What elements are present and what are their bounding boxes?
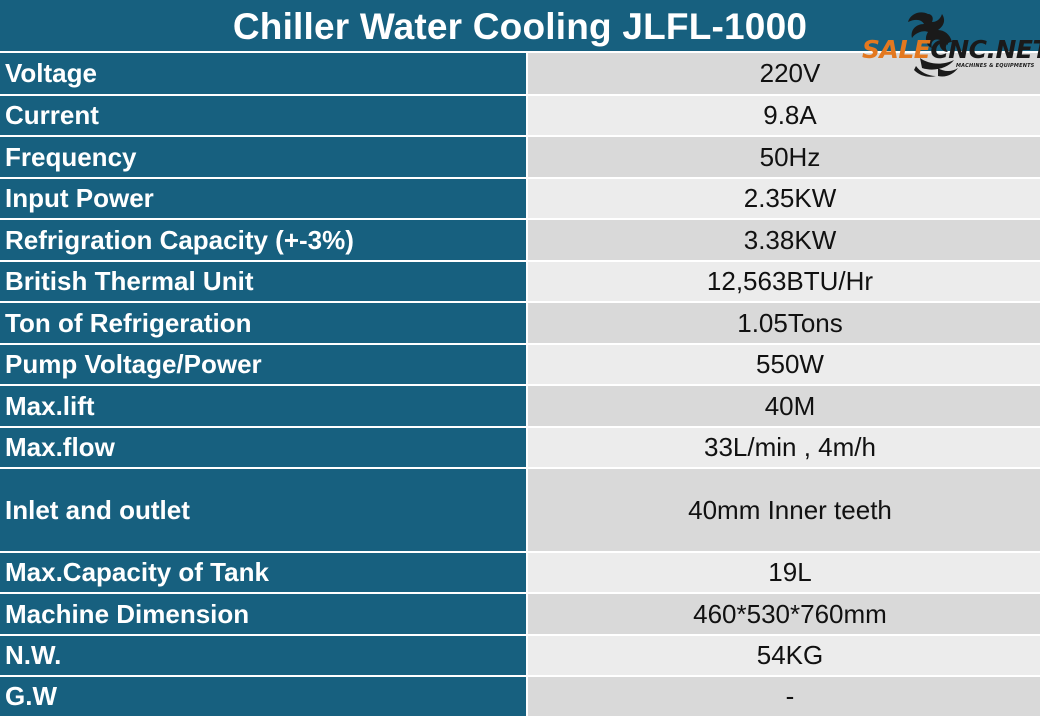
- spec-value: 460*530*760mm: [527, 593, 1040, 636]
- spec-label: Current: [0, 95, 528, 137]
- logo-wordmark: SALECNC.NET: [862, 35, 1040, 64]
- title-bar: Chiller Water Cooling JLFL-1000: [0, 0, 1040, 53]
- table-row: Input Power 2.35KW: [0, 178, 1040, 220]
- table-row: Ton of Refrigeration 1.05Tons: [0, 302, 1040, 345]
- table-row: Inlet and outlet 40mm Inner teeth: [0, 468, 1040, 553]
- spec-value: 3.38KW: [527, 219, 1040, 262]
- table-row: Current 9.8A: [0, 95, 1040, 137]
- spec-label: Refrigration Capacity (+-3%): [0, 219, 528, 262]
- spec-label: Voltage: [0, 53, 528, 96]
- spec-label: British Thermal Unit: [0, 261, 528, 303]
- spec-value: 550W: [527, 344, 1040, 386]
- spec-value: 54KG: [527, 635, 1040, 677]
- spec-value: 19L: [527, 552, 1040, 594]
- table-row: Voltage 220V: [0, 53, 1040, 96]
- table-row: Max.flow 33L/min , 4m/h: [0, 427, 1040, 469]
- spec-label: Max.flow: [0, 427, 528, 469]
- brand-logo: SALECNC.NET MACHINES & EQUIPMENTS: [858, 8, 1040, 86]
- spec-value: 33L/min , 4m/h: [527, 427, 1040, 469]
- spec-value: -: [527, 676, 1040, 718]
- spec-value: 12,563BTU/Hr: [527, 261, 1040, 303]
- logo-tagline: MACHINES & EQUIPMENTS: [956, 63, 1035, 69]
- spec-label: Frequency: [0, 136, 528, 179]
- table-row: Max.lift 40M: [0, 385, 1040, 428]
- page-title: Chiller Water Cooling JLFL-1000: [232, 6, 808, 47]
- spec-table: Voltage 220V Current 9.8A Frequency 50Hz…: [0, 53, 1040, 718]
- spec-label: Max.lift: [0, 385, 528, 428]
- spec-label: Machine Dimension: [0, 593, 528, 636]
- table-row: Frequency 50Hz: [0, 136, 1040, 179]
- table-row: G.W -: [0, 676, 1040, 718]
- table-row: Max.Capacity of Tank 19L: [0, 552, 1040, 594]
- spec-label: N.W.: [0, 635, 528, 677]
- dragon-logo-icon: [908, 12, 958, 77]
- spec-value: 40M: [527, 385, 1040, 428]
- table-row: Machine Dimension 460*530*760mm: [0, 593, 1040, 636]
- spec-label: Pump Voltage/Power: [0, 344, 528, 386]
- table-row: N.W. 54KG: [0, 635, 1040, 677]
- spec-value: 1.05Tons: [527, 302, 1040, 345]
- spec-label: Max.Capacity of Tank: [0, 552, 528, 594]
- spec-label: G.W: [0, 676, 528, 718]
- spec-value: 40mm Inner teeth: [527, 468, 1040, 553]
- spec-value: 9.8A: [527, 95, 1040, 137]
- spec-label: Ton of Refrigeration: [0, 302, 528, 345]
- table-row: Pump Voltage/Power 550W: [0, 344, 1040, 386]
- spec-label: Input Power: [0, 178, 528, 220]
- spec-label: Inlet and outlet: [0, 468, 528, 553]
- spec-value: 50Hz: [527, 136, 1040, 179]
- spec-value: 220V: [527, 53, 1040, 96]
- table-row: British Thermal Unit 12,563BTU/Hr: [0, 261, 1040, 303]
- spec-value: 2.35KW: [527, 178, 1040, 220]
- table-row: Refrigration Capacity (+-3%) 3.38KW: [0, 219, 1040, 262]
